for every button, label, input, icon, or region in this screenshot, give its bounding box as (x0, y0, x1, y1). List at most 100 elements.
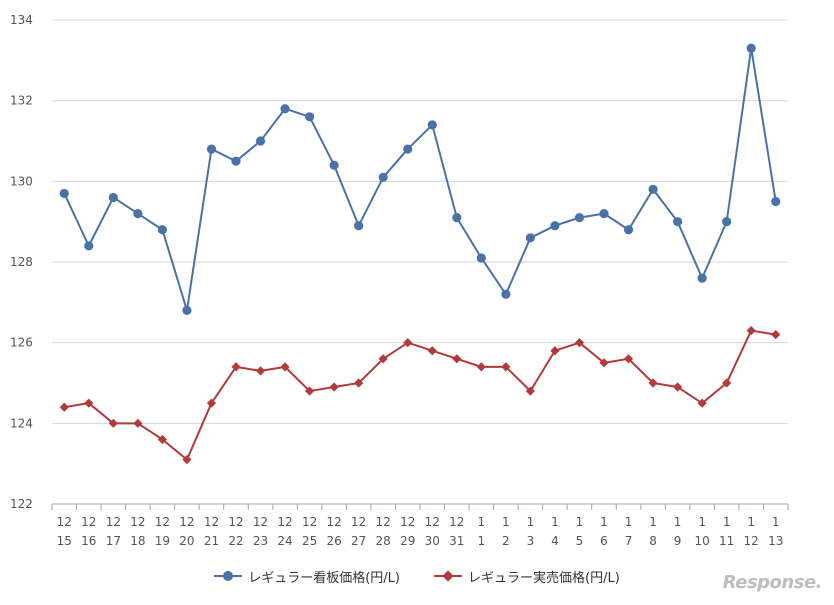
y-tick-label: 122 (10, 497, 33, 511)
data-point (476, 253, 486, 263)
data-point (354, 221, 364, 231)
data-point (329, 382, 339, 392)
x-tick-label-month: 1 (625, 515, 633, 529)
x-tick-label-month: 12 (302, 515, 317, 529)
x-tick-label-day: 6 (600, 534, 608, 548)
y-axis: 122 124 126 128 130 132 134 (10, 13, 33, 511)
data-point (329, 160, 339, 170)
x-tick-label-day: 3 (527, 534, 535, 548)
x-tick-label-month: 1 (527, 515, 535, 529)
x-tick-label-day: 16 (81, 534, 96, 548)
data-point (673, 217, 683, 227)
x-tick-label-day: 12 (744, 534, 759, 548)
x-tick-label-month: 12 (228, 515, 243, 529)
data-point (157, 225, 167, 235)
x-tick-label-month: 1 (600, 515, 608, 529)
x-tick-label-month: 12 (425, 515, 440, 529)
x-tick-label-month: 1 (723, 515, 731, 529)
series-line-1 (63, 47, 777, 312)
x-tick-label-month: 12 (253, 515, 268, 529)
data-point (59, 188, 69, 199)
x-tick-label-month: 12 (179, 515, 194, 529)
data-point (550, 221, 560, 231)
data-point (771, 196, 781, 207)
data-point (255, 366, 266, 376)
x-tick-label-day: 25 (302, 534, 317, 548)
y-tick-label: 132 (10, 94, 33, 108)
data-point (378, 354, 388, 364)
x-tick-label-month: 1 (674, 515, 682, 529)
data-point (354, 378, 364, 388)
data-point (403, 338, 413, 348)
x-tick-label-day: 11 (719, 534, 734, 548)
data-point (59, 402, 69, 412)
data-point (722, 217, 732, 227)
x-tick-label-day: 10 (694, 534, 709, 548)
data-point (84, 241, 94, 251)
x-tick-label-month: 1 (747, 515, 755, 529)
data-point (182, 305, 192, 315)
x-tick-label-day: 18 (130, 534, 145, 548)
legend-item-actual-price[interactable]: レギュラー実売価格(円/L) (434, 567, 620, 586)
x-tick-label-day: 22 (228, 534, 243, 548)
y-tick-label: 130 (10, 174, 33, 188)
x-tick-label-month: 1 (551, 515, 559, 529)
x-tick-label-month: 1 (649, 515, 657, 529)
x-tick-label-month: 1 (698, 515, 706, 529)
x-tick-label-month: 12 (155, 515, 170, 529)
x-tick-label-month: 1 (478, 515, 486, 529)
x-tick-label-month: 12 (277, 515, 292, 529)
data-point (280, 104, 290, 114)
grid-lines (52, 19, 788, 505)
data-point (697, 273, 707, 283)
data-point (648, 378, 658, 388)
x-tick-label-day: 29 (400, 534, 415, 548)
x-tick-label-month: 1 (576, 515, 584, 529)
x-tick-label-day: 7 (625, 534, 633, 548)
data-point (108, 192, 118, 203)
x-tick-label-month: 12 (81, 515, 96, 529)
x-tick-label-day: 31 (449, 534, 464, 548)
data-point (648, 184, 658, 194)
response-logo: Response. (722, 572, 823, 593)
data-point (133, 418, 143, 428)
data-point (550, 346, 560, 356)
data-point (525, 233, 536, 243)
data-point (84, 398, 94, 408)
data-point (599, 209, 609, 219)
data-point (108, 418, 118, 428)
x-tick-label-month: 12 (106, 515, 121, 529)
x-axis: 1215121612171218121912201221122212231224… (51, 503, 789, 548)
x-tick-label-day: 9 (674, 534, 682, 548)
y-tick-label: 128 (10, 255, 33, 269)
x-tick-label-day: 8 (649, 534, 657, 548)
data-point (501, 362, 511, 372)
x-tick-label-day: 15 (57, 534, 72, 548)
legend-item-signboard-price[interactable]: レギュラー看板価格(円/L) (214, 567, 400, 586)
data-point (427, 346, 437, 356)
legend-circle-marker-icon (214, 570, 243, 582)
data-point (599, 358, 609, 368)
x-tick-label-day: 20 (179, 534, 194, 548)
x-tick-label-day: 5 (576, 534, 584, 548)
data-point (427, 120, 437, 130)
x-tick-label-month: 12 (326, 515, 341, 529)
data-point (574, 213, 585, 223)
data-point (574, 338, 585, 348)
x-tick-label-day: 23 (253, 534, 268, 548)
data-point (255, 136, 266, 146)
data-point (525, 386, 535, 396)
x-tick-label-month: 12 (351, 515, 366, 529)
y-tick-label: 134 (10, 13, 33, 27)
x-tick-label-day: 26 (326, 534, 341, 548)
y-tick-label: 126 (10, 336, 33, 350)
x-tick-label-day: 19 (155, 534, 170, 548)
y-tick-label: 124 (10, 416, 33, 430)
data-point (280, 362, 290, 372)
data-point (378, 172, 388, 182)
x-tick-label-day: 1 (478, 534, 486, 548)
data-point (157, 434, 167, 445)
x-tick-label-day: 2 (502, 534, 510, 548)
data-point (673, 382, 683, 392)
